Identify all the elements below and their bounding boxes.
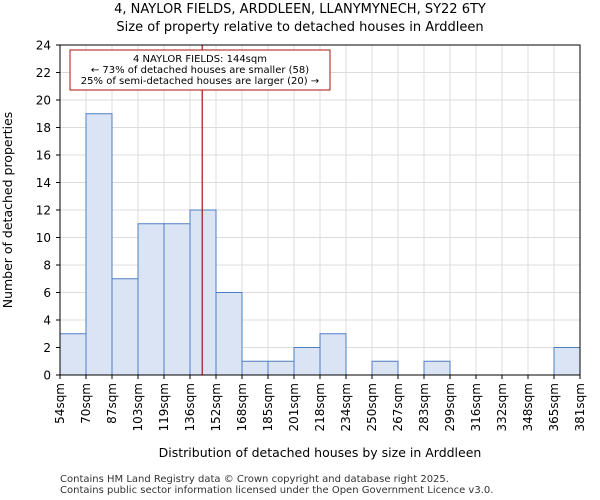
- annotation-box: 4 NAYLOR FIELDS: 144sqm ← 73% of detache…: [69, 49, 331, 91]
- x-tick-label: 87sqm: [105, 383, 119, 424]
- x-tick-label: 348sqm: [521, 383, 535, 431]
- x-tick-label: 316sqm: [469, 383, 483, 431]
- y-tick-label: 2: [43, 341, 51, 355]
- x-tick-label: 185sqm: [261, 383, 275, 431]
- x-tick-label: 168sqm: [235, 383, 249, 431]
- x-tick-label: 365sqm: [547, 383, 561, 431]
- histogram-bar: [293, 347, 321, 376]
- x-tick-label: 103sqm: [131, 383, 145, 431]
- y-tick-label: 10: [36, 231, 51, 245]
- chart-subtitle: Size of property relative to detached ho…: [116, 20, 483, 35]
- x-tick-label: 152sqm: [209, 383, 223, 431]
- y-tick-label: 12: [36, 204, 51, 218]
- annotation-line-2: ← 73% of detached houses are smaller (58…: [91, 65, 309, 76]
- histogram-bar: [111, 278, 139, 376]
- histogram-bar: [319, 333, 347, 376]
- y-tick-label: 20: [36, 94, 51, 108]
- y-tick-label: 16: [36, 149, 51, 163]
- histogram-bar: [59, 333, 87, 376]
- x-tick-label: 381sqm: [573, 383, 587, 431]
- y-tick-label: 14: [36, 176, 51, 190]
- x-tick-label: 201sqm: [287, 383, 301, 431]
- histogram-bar: [189, 209, 217, 376]
- footer-line-1: Contains HM Land Registry data © Crown c…: [60, 474, 449, 485]
- annotation-border: [69, 49, 331, 91]
- histogram-bar: [85, 113, 113, 376]
- footer-line-2: Contains public sector information licen…: [60, 485, 493, 496]
- chart-title: 4, NAYLOR FIELDS, ARDDLEEN, LLANYMYNECH,…: [114, 2, 486, 17]
- histogram-bar: [267, 360, 295, 376]
- x-tick-label: 234sqm: [339, 383, 353, 431]
- annotation-line-1: 4 NAYLOR FIELDS: 144sqm: [133, 54, 267, 65]
- x-tick-label: 299sqm: [443, 383, 457, 431]
- y-axis-label: Number of detached properties: [0, 112, 15, 309]
- y-tick-label: 8: [43, 259, 51, 273]
- y-tick-label: 18: [36, 121, 51, 135]
- y-tick-label: 24: [36, 39, 51, 53]
- annotation-line-3: 25% of semi-detached houses are larger (…: [81, 76, 319, 87]
- bars: [59, 113, 581, 376]
- y-tick-label: 6: [43, 286, 51, 300]
- x-tick-label: 119sqm: [157, 383, 171, 431]
- x-tick-label: 70sqm: [79, 383, 93, 424]
- x-axis-label: Distribution of detached houses by size …: [159, 445, 482, 460]
- x-tick-label: 54sqm: [53, 383, 67, 424]
- histogram-bar: [371, 360, 399, 376]
- histogram-bar: [423, 360, 451, 376]
- x-axis-ticks: 54sqm 70sqm 87sqm 103sqm 119sqm 136sqm 152sqm 1…: [53, 375, 587, 431]
- y-tick-label: 0: [43, 369, 51, 383]
- histogram-bar: [553, 347, 581, 376]
- histogram-bar: [137, 223, 165, 376]
- x-tick-label: 267sqm: [391, 383, 405, 431]
- x-tick-label: 283sqm: [417, 383, 431, 431]
- y-tick-label: 4: [43, 314, 51, 328]
- histogram-bar: [163, 223, 191, 376]
- y-tick-label: 22: [36, 66, 51, 80]
- histogram-bar: [215, 292, 243, 376]
- x-tick-label: 332sqm: [495, 383, 509, 431]
- x-tick-label: 250sqm: [365, 383, 379, 431]
- x-tick-label: 136sqm: [183, 383, 197, 431]
- x-tick-label: 218sqm: [313, 383, 327, 431]
- histogram-bar: [241, 360, 269, 376]
